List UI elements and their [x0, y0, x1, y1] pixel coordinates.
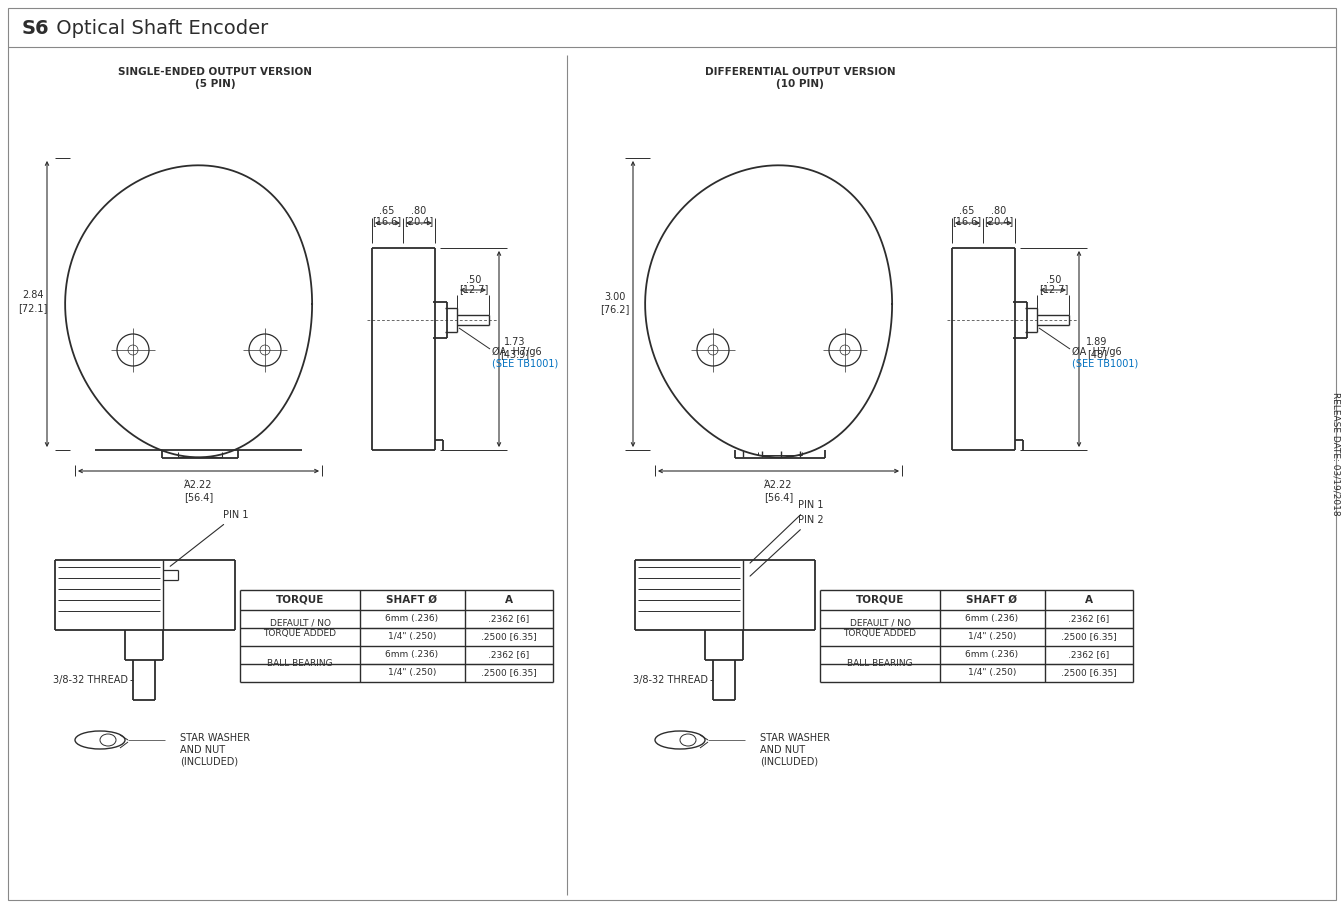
- Text: .2500 [6.35]: .2500 [6.35]: [481, 668, 536, 677]
- Text: [16.6]: [16.6]: [372, 216, 402, 226]
- Text: 1/4" (.250): 1/4" (.250): [968, 668, 1016, 677]
- Text: [16.6]: [16.6]: [953, 216, 981, 226]
- Text: 6mm (.236): 6mm (.236): [965, 650, 1019, 659]
- Text: .2500 [6.35]: .2500 [6.35]: [481, 633, 536, 641]
- Text: 1/4" (.250): 1/4" (.250): [388, 668, 437, 677]
- Text: 2.84: 2.84: [23, 290, 44, 300]
- Text: 1/4" (.250): 1/4" (.250): [388, 633, 437, 641]
- Text: PIN 1: PIN 1: [750, 500, 824, 563]
- Text: [76.2]: [76.2]: [601, 304, 630, 314]
- Text: BALL BEARING: BALL BEARING: [847, 659, 913, 668]
- Text: 6mm (.236): 6mm (.236): [965, 615, 1019, 624]
- Text: 6mm (.236): 6mm (.236): [386, 615, 438, 624]
- Text: (SEE TB1001): (SEE TB1001): [1073, 359, 1138, 369]
- Text: .2362 [6]: .2362 [6]: [488, 615, 530, 624]
- Text: .2500 [6.35]: .2500 [6.35]: [1062, 668, 1117, 677]
- Text: TORQUE: TORQUE: [856, 595, 905, 605]
- Text: SHAFT Ø: SHAFT Ø: [387, 595, 438, 605]
- Text: 6mm (.236): 6mm (.236): [386, 650, 438, 659]
- Text: SHAFT Ø: SHAFT Ø: [966, 595, 1017, 605]
- Text: [72.1]: [72.1]: [19, 303, 47, 313]
- Text: TORQUE: TORQUE: [276, 595, 324, 605]
- Text: BALL BEARING: BALL BEARING: [267, 659, 333, 668]
- Text: STAR WASHER
AND NUT
(INCLUDED): STAR WASHER AND NUT (INCLUDED): [180, 734, 250, 766]
- Text: [48]: [48]: [1087, 349, 1107, 359]
- Text: (5 PIN): (5 PIN): [195, 79, 235, 89]
- Text: .50: .50: [466, 275, 481, 285]
- Text: DEFAULT / NO
TORQUE ADDED: DEFAULT / NO TORQUE ADDED: [263, 618, 336, 637]
- Text: PIN 1: PIN 1: [171, 510, 249, 567]
- Text: .2500 [6.35]: .2500 [6.35]: [1062, 633, 1117, 641]
- Text: DIFFERENTIAL OUTPUT VERSION: DIFFERENTIAL OUTPUT VERSION: [704, 67, 895, 77]
- Text: 3/8-32 THREAD: 3/8-32 THREAD: [633, 675, 708, 685]
- Text: Optical Shaft Encoder: Optical Shaft Encoder: [50, 18, 269, 37]
- Text: (SEE TB1001): (SEE TB1001): [492, 359, 558, 369]
- Text: [56.4]: [56.4]: [184, 492, 214, 502]
- Text: 3.00: 3.00: [605, 292, 626, 302]
- Text: RELEASE DATE: 03/19/2018: RELEASE DATE: 03/19/2018: [1332, 392, 1340, 516]
- Text: SINGLE-ENDED OUTPUT VERSION: SINGLE-ENDED OUTPUT VERSION: [118, 67, 312, 77]
- Text: .50: .50: [1047, 275, 1062, 285]
- Text: .80: .80: [992, 206, 1007, 216]
- Text: 3/8-32 THREAD: 3/8-32 THREAD: [52, 675, 128, 685]
- Text: [12.7]: [12.7]: [1039, 284, 1068, 294]
- Text: [56.4]: [56.4]: [763, 492, 793, 502]
- Text: A: A: [1085, 595, 1093, 605]
- Text: 1.89: 1.89: [1086, 337, 1107, 347]
- Text: STAR WASHER
AND NUT
(INCLUDED): STAR WASHER AND NUT (INCLUDED): [759, 734, 831, 766]
- Text: Ά2.22: Ά2.22: [765, 480, 793, 490]
- Text: .65: .65: [379, 206, 395, 216]
- Text: ØA  H7/g6: ØA H7/g6: [492, 347, 542, 357]
- Text: Ά2.22: Ά2.22: [184, 480, 212, 490]
- Text: 1/4" (.250): 1/4" (.250): [968, 633, 1016, 641]
- Text: .2362 [6]: .2362 [6]: [1068, 650, 1110, 659]
- Text: .2362 [6]: .2362 [6]: [488, 650, 530, 659]
- Text: S6: S6: [22, 18, 50, 37]
- Text: ØA  H7/g6: ØA H7/g6: [1073, 347, 1122, 357]
- Text: .65: .65: [960, 206, 974, 216]
- Text: .80: .80: [411, 206, 426, 216]
- Text: A: A: [505, 595, 513, 605]
- Text: DEFAULT / NO
TORQUE ADDED: DEFAULT / NO TORQUE ADDED: [844, 618, 917, 637]
- Text: 1.73: 1.73: [504, 337, 526, 347]
- Text: .2362 [6]: .2362 [6]: [1068, 615, 1110, 624]
- Text: [20.4]: [20.4]: [405, 216, 434, 226]
- Text: [12.7]: [12.7]: [460, 284, 489, 294]
- Text: PIN 2: PIN 2: [750, 515, 824, 576]
- Text: (10 PIN): (10 PIN): [775, 79, 824, 89]
- Text: [43.9]: [43.9]: [500, 349, 530, 359]
- Text: [20.4]: [20.4]: [984, 216, 1013, 226]
